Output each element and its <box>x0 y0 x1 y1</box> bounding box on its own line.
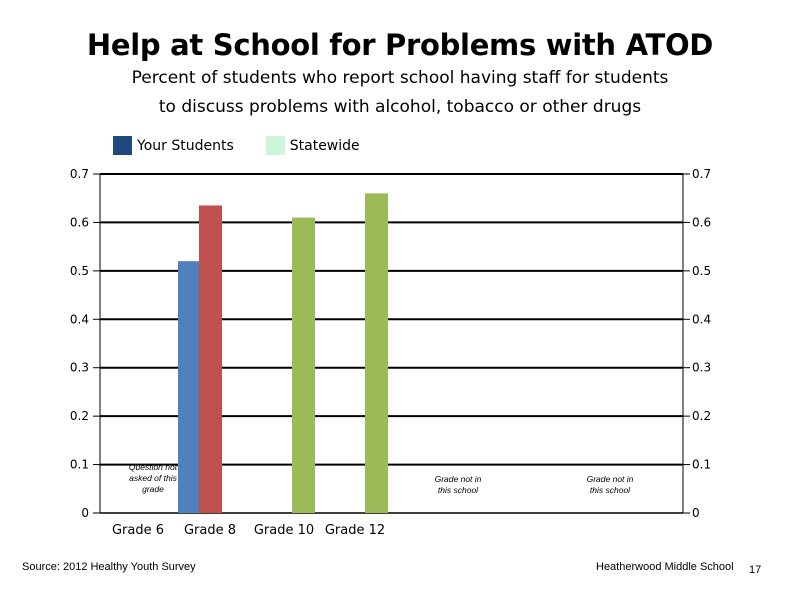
legend-swatch-statewide <box>265 136 285 155</box>
y-tick-label-right: 0.3 <box>692 361 711 375</box>
y-tick-label-left: 0.2 <box>70 409 89 423</box>
y-tick-label-left: 0.4 <box>70 312 89 326</box>
y-tick-label-left: 0.3 <box>70 361 89 375</box>
chart-legend: Your Students Statewide <box>113 136 388 155</box>
page-number: 17 <box>749 564 762 576</box>
y-tick-label-left: 0.6 <box>70 215 89 229</box>
annotation-note: Grade not in <box>587 474 634 484</box>
y-tick-label-right: 0 <box>692 506 700 520</box>
y-tick-label-right: 0.2 <box>692 409 711 423</box>
y-tick-label-left: 0.7 <box>70 167 89 181</box>
y-tick-label-right: 0.1 <box>692 458 711 472</box>
bar-grade-8-statewide <box>199 205 222 513</box>
bar-grade-10-statewide <box>292 217 315 514</box>
chart-subtitle-line-1: Percent of students who report school ha… <box>131 68 669 88</box>
chart-title: Help at School for Problems with ATOD <box>86 28 714 62</box>
bar-grade-8-your-students <box>178 261 201 513</box>
x-category-label: Grade 6 <box>112 523 164 538</box>
y-tick-label-left: 0.1 <box>70 458 89 472</box>
annotation-note: this school <box>590 485 631 495</box>
annotation-note: this school <box>438 485 479 495</box>
source-note: Source: 2012 Healthy Youth Survey <box>22 561 196 573</box>
school-name: Heatherwood Middle School <box>596 561 734 573</box>
x-category-label: Grade 10 <box>254 523 314 538</box>
legend-item-statewide: Statewide <box>265 136 360 155</box>
legend-label-statewide: Statewide <box>289 137 360 154</box>
annotation-note: Grade not in <box>435 474 482 484</box>
chart-subtitle-line-2: to discuss problems with alcohol, tobacc… <box>158 97 642 117</box>
x-category-label: Grade 8 <box>184 523 236 538</box>
bar-grade-12-statewide <box>365 193 388 513</box>
legend-swatch-your-students <box>113 136 132 155</box>
legend-label-your-students: Your Students <box>137 137 234 154</box>
legend-item-your-students: Your Students <box>113 136 234 155</box>
annotation-note: asked of this <box>129 473 177 483</box>
y-tick-label-right: 0.4 <box>692 312 711 326</box>
x-category-label: Grade 12 <box>325 523 385 538</box>
y-tick-label-right: 0.6 <box>692 215 711 229</box>
annotation-note: Question not <box>129 462 178 472</box>
annotation-note: grade <box>142 484 164 494</box>
y-tick-label-left: 0 <box>81 506 89 520</box>
y-tick-label-left: 0.5 <box>70 264 89 278</box>
y-tick-label-right: 0.7 <box>692 167 711 181</box>
y-tick-label-right: 0.5 <box>692 264 711 278</box>
